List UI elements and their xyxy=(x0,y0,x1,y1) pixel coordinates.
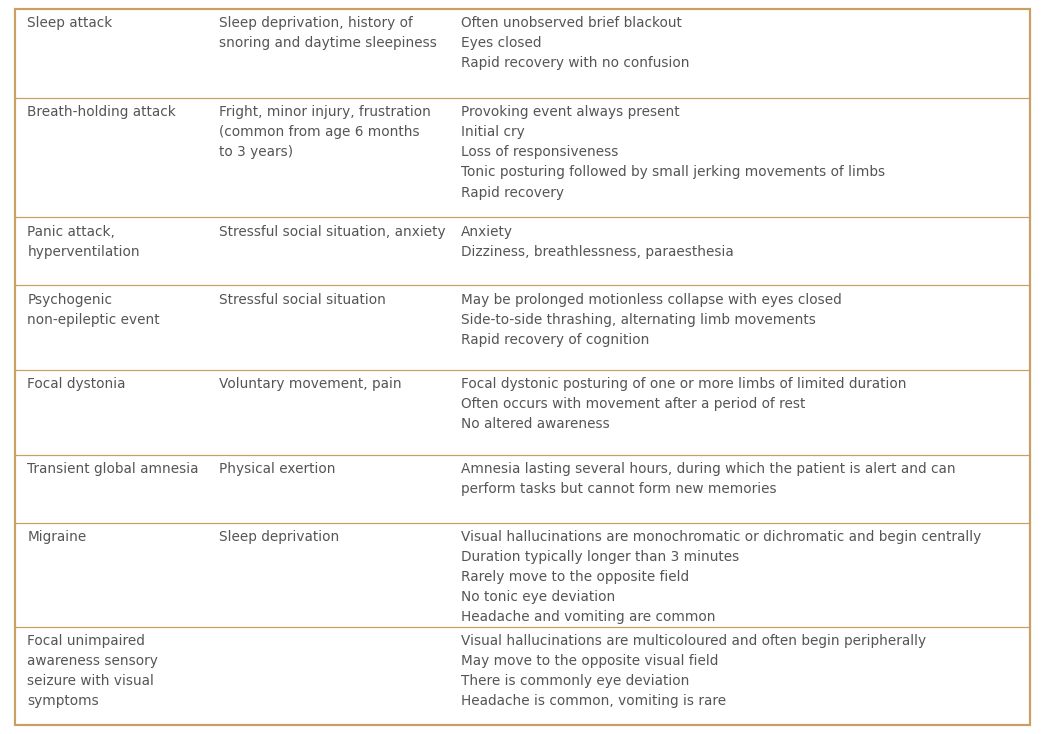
Text: Fright, minor injury, frustration
(common from age 6 months
to 3 years): Fright, minor injury, frustration (commo… xyxy=(219,105,431,159)
Text: Sleep deprivation: Sleep deprivation xyxy=(219,530,340,544)
Text: Panic attack,
hyperventilation: Panic attack, hyperventilation xyxy=(27,225,140,259)
Text: Sleep attack: Sleep attack xyxy=(27,16,112,30)
Text: Amnesia lasting several hours, during which the patient is alert and can
perform: Amnesia lasting several hours, during wh… xyxy=(461,462,956,496)
Text: Migraine: Migraine xyxy=(27,530,86,544)
Text: Stressful social situation, anxiety: Stressful social situation, anxiety xyxy=(219,225,446,239)
Text: Psychogenic
non-epileptic event: Psychogenic non-epileptic event xyxy=(27,293,159,327)
Text: Sleep deprivation, history of
snoring and daytime sleepiness: Sleep deprivation, history of snoring an… xyxy=(219,16,437,50)
Text: Voluntary movement, pain: Voluntary movement, pain xyxy=(219,377,402,391)
Text: Visual hallucinations are monochromatic or dichromatic and begin centrally
Durat: Visual hallucinations are monochromatic … xyxy=(461,530,981,624)
Text: Often unobserved brief blackout
Eyes closed
Rapid recovery with no confusion: Often unobserved brief blackout Eyes clo… xyxy=(461,16,689,70)
Text: Focal dystonia: Focal dystonia xyxy=(27,377,126,391)
Text: Physical exertion: Physical exertion xyxy=(219,462,336,476)
Text: May be prolonged motionless collapse with eyes closed
Side-to-side thrashing, al: May be prolonged motionless collapse wit… xyxy=(461,293,841,347)
Text: Provoking event always present
Initial cry
Loss of responsiveness
Tonic posturin: Provoking event always present Initial c… xyxy=(461,105,884,200)
Text: Breath-holding attack: Breath-holding attack xyxy=(27,105,176,120)
Text: Focal dystonic posturing of one or more limbs of limited duration
Often occurs w: Focal dystonic posturing of one or more … xyxy=(461,377,906,432)
Text: Focal unimpaired
awareness sensory
seizure with visual
symptoms: Focal unimpaired awareness sensory seizu… xyxy=(27,634,158,708)
Text: Transient global amnesia: Transient global amnesia xyxy=(27,462,198,476)
Text: Visual hallucinations are multicoloured and often begin peripherally
May move to: Visual hallucinations are multicoloured … xyxy=(461,634,925,708)
Text: Anxiety
Dizziness, breathlessness, paraesthesia: Anxiety Dizziness, breathlessness, parae… xyxy=(461,225,733,259)
Text: Stressful social situation: Stressful social situation xyxy=(219,293,386,307)
